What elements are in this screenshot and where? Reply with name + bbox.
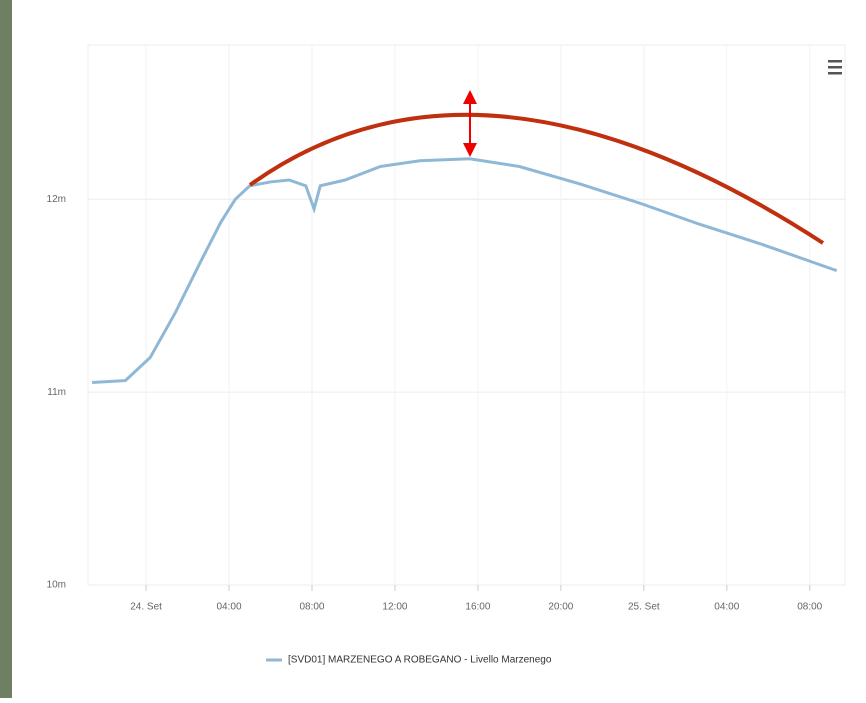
menu-icon[interactable] [828, 60, 842, 75]
x-tick-label: 24. Set [130, 602, 162, 613]
x-tick-label: 16:00 [465, 602, 490, 613]
x-tick-label: 12:00 [382, 602, 407, 613]
background-strip [0, 0, 12, 698]
menu-bar[interactable] [828, 72, 842, 75]
menu-bar[interactable] [828, 60, 842, 63]
chart-layer: 10m 11m 12m 24. Set 04:00 08:00 12:00 16:00 20:0… [47, 45, 845, 666]
legend-label[interactable]: [SVD01] MARZENEGO A ROBEGANO - Livello M… [288, 655, 552, 666]
arrow-head [463, 90, 477, 104]
y-tick-label: 11m [47, 387, 66, 398]
x-tick-label: 08:00 [299, 602, 324, 613]
arrow-head [463, 143, 477, 157]
annotation-arc [248, 112, 825, 245]
x-tick-label: 25. Set [628, 602, 660, 613]
series-line [92, 157, 838, 384]
x-tick-label: 08:00 [797, 602, 822, 613]
y-tick-label: 10m [47, 580, 66, 591]
x-tick-label: 04:00 [714, 602, 739, 613]
x-tick-label: 04:00 [217, 602, 242, 613]
plot-frame [87, 44, 846, 586]
y-tick-label: 12m [47, 194, 66, 205]
menu-bar[interactable] [828, 66, 842, 69]
x-tick-label: 20:00 [548, 602, 573, 613]
